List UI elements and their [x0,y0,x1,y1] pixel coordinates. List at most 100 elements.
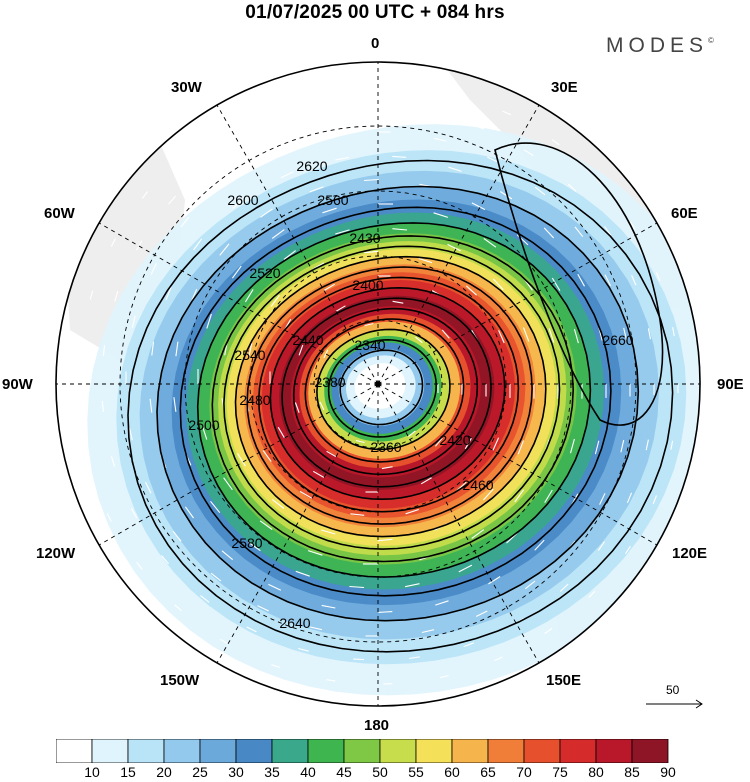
wind-vector [271,229,285,239]
wind-vector [588,590,596,598]
wind-vector [567,183,577,192]
wind-vector [464,437,472,450]
wind-vector [193,238,203,251]
colorbar-swatch [127,739,165,763]
wind-vector [458,564,473,573]
lon-label-150w: 150W [160,672,200,689]
colorbar-swatch [235,739,273,763]
wind-vector [136,240,143,251]
map-border [55,61,701,707]
wind-vector [652,495,658,505]
wind-vector [141,191,149,199]
wind-vector [447,243,461,252]
wind-vector [309,626,323,631]
wind-vector [335,305,346,312]
wind-vector [335,85,345,88]
wind-vector [573,328,579,344]
wind-vector [262,450,272,462]
wind-vector [256,130,267,137]
wind-vector [283,250,297,260]
wind-vector [102,345,106,357]
wind-vector [404,583,420,588]
wind-vector [114,290,119,302]
wind-vector [377,538,393,542]
wind-vector [145,481,152,494]
contour-label: 2380 [314,374,345,390]
wind-vector [448,91,458,96]
wind-vector [433,137,447,142]
contour-line-14 [156,185,640,622]
wind-vector [471,202,486,211]
wind-vector [559,583,569,592]
wind-vector [471,529,485,539]
wind-vector [201,425,208,440]
wind-vector [174,604,182,612]
wind-vector [473,124,485,130]
colorbar-swatch [451,739,489,763]
colorbar-tick-label: 15 [120,764,136,780]
wind-vector [655,272,661,282]
wind-vector [323,283,336,291]
wind-vector [439,674,449,679]
reference-vector-arrowhead [695,699,703,709]
wind-vector [629,221,636,230]
colorbar-swatch [595,739,633,763]
wind-vector [433,212,449,218]
lon-label-60e: 60E [671,205,698,222]
wind-vector [180,216,190,228]
colorbar-tick-label: 55 [408,764,424,780]
wind-vector [307,550,323,556]
colorbar-tick-label: 35 [264,764,280,780]
wind-vector [483,237,497,248]
copyright-mark: © [708,36,714,45]
wind-vector [392,228,408,231]
wind-vector [210,572,222,582]
wind-vector [625,545,631,555]
wind-vector [295,570,310,577]
wind-vector [435,600,449,606]
wind-vector [577,273,585,287]
lon-label-120e: 120E [672,545,708,562]
pole-marker [375,381,381,387]
wind-vector [524,580,536,590]
wind-vector [294,402,300,413]
wind-vector [475,610,488,617]
contour-line-13 [179,206,612,597]
wind-vector [574,226,584,238]
wind-vector [335,156,350,161]
wind-vector [353,658,365,661]
wind-vector [487,156,499,163]
wind-vector [280,171,294,179]
contour-label: 2560 [317,192,348,208]
wind-vector [418,257,433,264]
wind-vector [647,328,652,340]
wind-vector [551,139,560,146]
contour-line-5 [281,297,492,488]
wind-vector [161,555,170,565]
wind-vector [181,150,189,158]
wind-vector [149,398,153,413]
colorbar-swatch [343,739,381,763]
wind-vector [378,611,393,613]
meridian-line [216,383,379,664]
wind-vector [441,329,450,339]
wind-vector [599,493,606,505]
wind-vector [323,349,329,359]
wind-vector [130,508,138,519]
wind-vector [626,492,633,504]
contour-label: 2640 [279,615,310,631]
contour-line-7 [257,276,520,513]
wind-vector [168,195,177,205]
lon-label-150e: 150E [546,672,582,689]
wind-vector [309,186,324,193]
wind-vector [594,440,600,455]
colorbar [56,739,669,763]
wind-vector [381,466,393,470]
meridian-line [377,222,658,385]
wind-vector [604,225,612,236]
wind-vector [326,450,337,458]
meridian-line [377,383,540,664]
colorbar-tick-label: 60 [444,764,460,780]
wind-vector [208,158,218,167]
wind-vector [110,238,116,247]
